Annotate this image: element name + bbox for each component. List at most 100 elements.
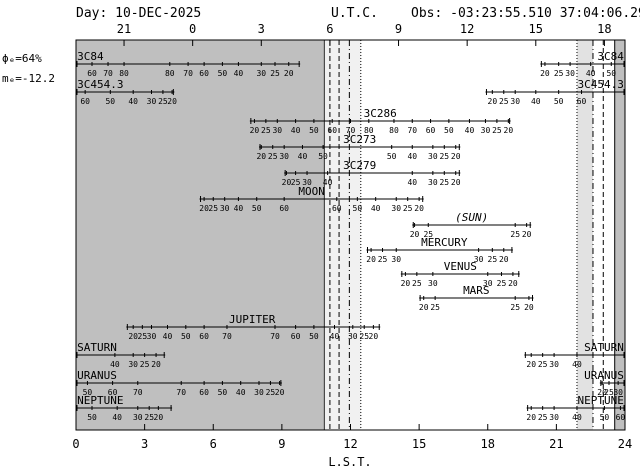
elev-label-sun-1: 25 (423, 230, 433, 239)
elev-label-3c84-1: 70 (103, 69, 113, 78)
elev-label-venus-1: 25 (412, 279, 422, 288)
shade-band-0 (76, 40, 324, 430)
elev-label-sun-0: 20 (410, 230, 420, 239)
name-sun-0: (SUN) (455, 211, 488, 224)
elev-label-3c286-7: 80 (364, 126, 374, 135)
observatory-label: Obs: -03:23:55.510 37:04:06.290 (411, 6, 640, 21)
utc-tick-label-3: 6 (326, 22, 333, 36)
elev-label-moon-1: 25 (208, 204, 218, 213)
elev-label-jupiter-4: 50 (181, 332, 191, 341)
elev-label-3c273-9: 20 (451, 152, 461, 161)
elev-label-moon-7: 50 (353, 204, 363, 213)
elev-label-jupiter-0: 20 (128, 332, 138, 341)
elev-label-3c279-0: 20 (282, 178, 292, 187)
elev-label-uranus-3: 70 (176, 388, 186, 397)
elev-label-3c273-0: 20 (256, 152, 266, 161)
elev-label-neptune-1: 40 (112, 413, 122, 422)
utc-tick-label-0: 21 (117, 22, 131, 36)
elev-label-3c84-7: 40 (234, 69, 244, 78)
elev-label-venus-5: 20 (508, 279, 518, 288)
lst-tick-label-3: 9 (278, 437, 285, 451)
elev-label-3c279-7: 20 (451, 178, 461, 187)
elev-label-mercury-4: 25 (488, 255, 498, 264)
elev-label-saturn-4: 20 (526, 360, 536, 369)
elev-label-moon-6: 60 (332, 204, 342, 213)
elev-label-moon-3: 40 (234, 204, 244, 213)
elev-label-3c4543-8: 30 (510, 97, 520, 106)
elev-label-uranus-11: 25 (604, 388, 614, 397)
elev-label-jupiter-2: 30 (147, 332, 157, 341)
shade-band-2 (576, 40, 593, 430)
shade-band-1 (323, 40, 361, 430)
elev-label-uranus-12: 30 (613, 388, 623, 397)
name-mercury-0: MERCURY (421, 236, 468, 249)
elev-label-neptune-9: 50 (600, 413, 610, 422)
elev-label-neptune-2: 30 (133, 413, 143, 422)
elev-label-uranus-10: 20 (597, 388, 607, 397)
elev-label-3c286-2: 30 (272, 126, 282, 135)
name-3c286-0: 3C286 (364, 107, 397, 120)
elev-label-sun-3: 20 (522, 230, 532, 239)
elev-label-moon-10: 25 (403, 204, 413, 213)
elev-label-3c279-4: 40 (407, 178, 417, 187)
lst-tick-label-5: 15 (412, 437, 426, 451)
elev-label-3c279-2: 30 (302, 178, 312, 187)
elev-label-jupiter-6: 70 (222, 332, 232, 341)
moon-magnitude-label: mₑ=-12.2 (2, 72, 55, 85)
elev-label-3c4543-4: 25 (158, 97, 168, 106)
elev-label-3c84-11: 20 (540, 69, 550, 78)
elev-label-uranus-0: 50 (83, 388, 93, 397)
elev-label-3c84-13: 30 (565, 69, 575, 78)
elev-label-saturn-7: 40 (572, 360, 582, 369)
elev-label-mars-3: 20 (524, 303, 534, 312)
elev-label-moon-4: 50 (252, 204, 262, 213)
elev-label-3c84-2: 80 (119, 69, 129, 78)
elev-label-moon-5: 60 (279, 204, 289, 213)
elev-label-3c4543-1: 50 (105, 97, 115, 106)
elev-label-3c4543-5: 20 (167, 97, 177, 106)
elev-label-mars-1: 25 (430, 303, 440, 312)
axes-layer: 0 3 6 9 12 15 18 21 24 21 0 3 6 9 12 15 18 (72, 22, 632, 451)
elev-label-sun-2: 25 (510, 230, 520, 239)
elev-label-moon-0: 20 (199, 204, 209, 213)
elev-label-3c273-8: 25 (439, 152, 449, 161)
elev-label-jupiter-5: 60 (199, 332, 209, 341)
name-uranus-1: URANUS (584, 369, 624, 382)
elev-label-neptune-10: 60 (616, 413, 626, 422)
moon-phase-label: ϕₑ=64% (2, 52, 42, 65)
elev-label-uranus-4: 60 (199, 388, 209, 397)
name-3c84-0: 3C84 (77, 50, 104, 63)
elev-label-3c286-13: 30 (481, 126, 491, 135)
elev-label-jupiter-12: 25 (359, 332, 369, 341)
name-3c279-0: 3C279 (343, 159, 376, 172)
lst-tick-label-8: 24 (618, 437, 632, 451)
elev-label-moon-8: 40 (371, 204, 381, 213)
lst-tick-label-4: 12 (343, 437, 357, 451)
utc-tick-label-7: 18 (597, 22, 611, 36)
elev-label-3c286-1: 25 (261, 126, 271, 135)
elev-label-3c84-8: 30 (256, 69, 266, 78)
utc-tick-label-5: 12 (460, 22, 474, 36)
elev-label-neptune-7: 30 (549, 413, 559, 422)
elev-label-3c286-10: 60 (426, 126, 436, 135)
elev-label-3c273-5: 50 (387, 152, 397, 161)
elev-label-neptune-8: 40 (572, 413, 582, 422)
elev-label-uranus-1: 60 (108, 388, 118, 397)
elev-label-3c84-0: 60 (87, 69, 97, 78)
elev-label-saturn-6: 30 (549, 360, 559, 369)
elev-label-venus-0: 20 (401, 279, 411, 288)
name-3c84-1: 3C84 (597, 50, 624, 63)
elev-label-neptune-5: 20 (526, 413, 536, 422)
elev-label-venus-2: 30 (428, 279, 438, 288)
elev-label-3c84-10: 20 (284, 69, 294, 78)
